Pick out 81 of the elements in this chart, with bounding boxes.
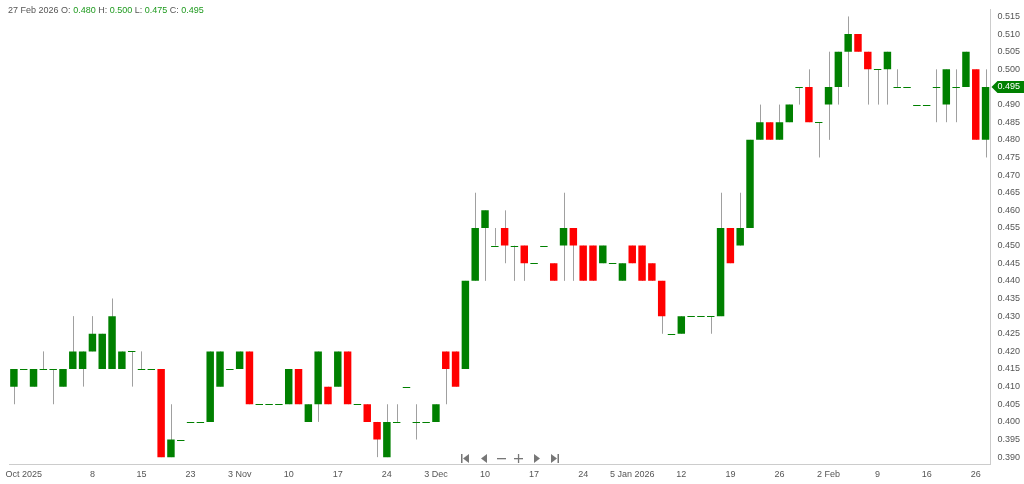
candlestick bbox=[569, 227, 578, 282]
x-tick-label: 2 Feb bbox=[817, 469, 841, 480]
x-tick-label: 15 bbox=[136, 469, 147, 480]
candlestick bbox=[864, 51, 872, 106]
x-tick-label: 3 Dec bbox=[424, 469, 449, 480]
y-tick-label: 0.475 bbox=[997, 151, 1021, 162]
x-tick-label: 24 bbox=[578, 469, 589, 480]
candlestick bbox=[78, 350, 87, 388]
y-tick-label: 0.415 bbox=[997, 363, 1021, 374]
candlestick bbox=[69, 315, 77, 370]
x-tick-label: 26 bbox=[970, 469, 981, 480]
chart-title: 27 Feb 2026 O: 0.480 H: 0.500 L: 0.475 C: 0.495 bbox=[8, 5, 204, 15]
y-tick-label: 0.470 bbox=[997, 169, 1021, 180]
x-tick-label: 16 bbox=[921, 469, 932, 480]
candlestick bbox=[167, 403, 175, 458]
candlestick bbox=[490, 227, 500, 247]
y-tick-label: 0.465 bbox=[997, 187, 1021, 198]
candlestick bbox=[48, 368, 58, 405]
candlestick bbox=[500, 209, 509, 264]
candlestick bbox=[873, 68, 882, 106]
y-tick-label: 0.435 bbox=[997, 292, 1021, 303]
y-tick-label: 0.460 bbox=[997, 204, 1021, 215]
x-tick-label: 24 bbox=[381, 469, 392, 480]
candlestick bbox=[520, 245, 529, 282]
candlestick bbox=[392, 403, 401, 423]
x-tick-label: 19 bbox=[725, 469, 736, 480]
candlestick bbox=[88, 315, 97, 352]
candlestick bbox=[844, 15, 852, 88]
y-tick-label: 0.480 bbox=[997, 134, 1021, 145]
y-tick-label: 0.405 bbox=[997, 398, 1021, 409]
x-tick-label: 23 bbox=[185, 469, 196, 480]
candlestick bbox=[736, 192, 744, 247]
candlestick bbox=[373, 421, 381, 458]
candlestick bbox=[775, 104, 784, 141]
candlestick bbox=[39, 350, 48, 370]
x-tick-label: 17 bbox=[332, 469, 343, 480]
y-tick-label: 0.450 bbox=[997, 240, 1021, 251]
candlestick bbox=[127, 350, 136, 388]
y-tick-label: 0.440 bbox=[997, 275, 1021, 286]
candlestick bbox=[883, 51, 892, 106]
candlestick bbox=[824, 51, 833, 141]
x-tick-label: 17 bbox=[529, 469, 540, 480]
y-tick-label: 0.395 bbox=[997, 434, 1021, 445]
y-tick-label: 0.445 bbox=[997, 257, 1021, 268]
y-tick-label: 0.430 bbox=[997, 310, 1021, 321]
candlestick bbox=[932, 68, 941, 123]
y-tick-label: 0.515 bbox=[997, 10, 1021, 21]
y-tick-label: 0.510 bbox=[997, 28, 1021, 39]
y-tick-label: 0.400 bbox=[997, 416, 1021, 427]
candlestick bbox=[756, 104, 764, 141]
candlestick bbox=[481, 209, 489, 282]
x-tick-label: 5 Jan 2026 bbox=[609, 469, 655, 480]
y-tick-label: 0.390 bbox=[997, 451, 1021, 462]
x-tick-label: 3 Nov bbox=[227, 469, 252, 480]
candlestick bbox=[412, 403, 421, 441]
y-tick-label: 0.495 bbox=[997, 81, 1021, 92]
candlestick bbox=[893, 68, 902, 88]
y-tick-label: 0.505 bbox=[997, 46, 1021, 57]
candlestick bbox=[137, 350, 146, 370]
x-tick-label: 8 bbox=[89, 469, 95, 480]
candlestick bbox=[442, 350, 450, 405]
candlestick bbox=[10, 368, 18, 405]
x-tick-label: 12 bbox=[676, 469, 687, 480]
x-tick-label: 9 bbox=[875, 469, 881, 480]
y-tick-label: 0.425 bbox=[997, 328, 1021, 339]
candlestick bbox=[814, 121, 823, 158]
candlestick bbox=[706, 315, 715, 335]
y-tick-label: 0.420 bbox=[997, 345, 1021, 356]
y-tick-label: 0.455 bbox=[997, 222, 1021, 233]
x-tick-label: Oct 2025 bbox=[5, 469, 42, 480]
candlestick bbox=[510, 245, 519, 282]
y-tick-label: 0.410 bbox=[997, 381, 1021, 392]
x-tick-label: 10 bbox=[283, 469, 294, 480]
y-tick-label: 0.485 bbox=[997, 116, 1021, 127]
candlestick bbox=[559, 192, 568, 282]
x-tick-label: 10 bbox=[480, 469, 491, 480]
candlestick bbox=[951, 68, 961, 123]
x-tick-label: 26 bbox=[774, 469, 785, 480]
candlestick bbox=[794, 86, 804, 106]
y-tick-label: 0.490 bbox=[997, 99, 1021, 110]
y-tick-label: 0.500 bbox=[997, 63, 1021, 74]
